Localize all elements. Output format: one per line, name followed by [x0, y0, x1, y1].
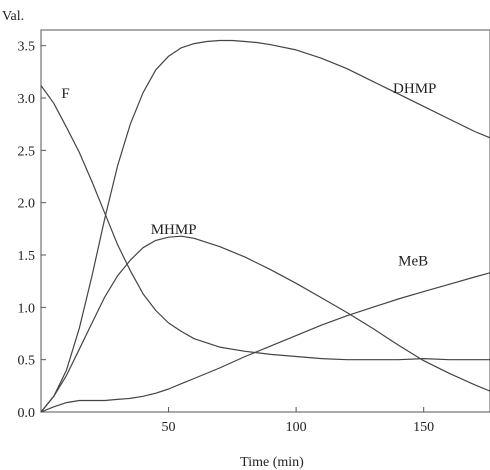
series-lines	[40, 39, 490, 413]
y-ticks: 0.0 0.5 1.0 1.5 2.0 2.5 3.0 3.5	[18, 40, 46, 421]
series-label-mhmp: MHMP	[151, 222, 197, 238]
series-line-meb	[40, 272, 490, 413]
y-tick-label: 1.5	[18, 249, 36, 264]
x-axis-label: Time (min)	[240, 455, 304, 470]
series-label-f: F	[61, 86, 69, 102]
series-labels: F DHMP MHMP MeB	[61, 81, 436, 270]
x-ticks: 50 100 150	[162, 407, 434, 435]
y-tick-label: 0.0	[18, 406, 36, 421]
y-tick-label: 3.5	[18, 40, 36, 55]
series-line-mhmp	[40, 235, 490, 413]
series-line-dhmp	[40, 39, 490, 413]
y-tick-label: 2.5	[18, 144, 36, 159]
y-tick-label: 3.0	[18, 92, 36, 107]
x-tick-label: 100	[286, 420, 307, 435]
plot-frame	[40, 29, 490, 413]
x-tick-label: 150	[413, 420, 434, 435]
series-label-meb: MeB	[398, 253, 428, 269]
series-label-dhmp: DHMP	[393, 81, 436, 97]
series-line-f	[40, 85, 490, 361]
y-tick-label: 0.5	[18, 354, 36, 369]
y-tick-label: 1.0	[18, 301, 36, 316]
y-tick-label: 2.0	[18, 197, 36, 212]
x-tick-label: 50	[162, 420, 176, 435]
y-axis-label: Val.	[2, 9, 24, 24]
